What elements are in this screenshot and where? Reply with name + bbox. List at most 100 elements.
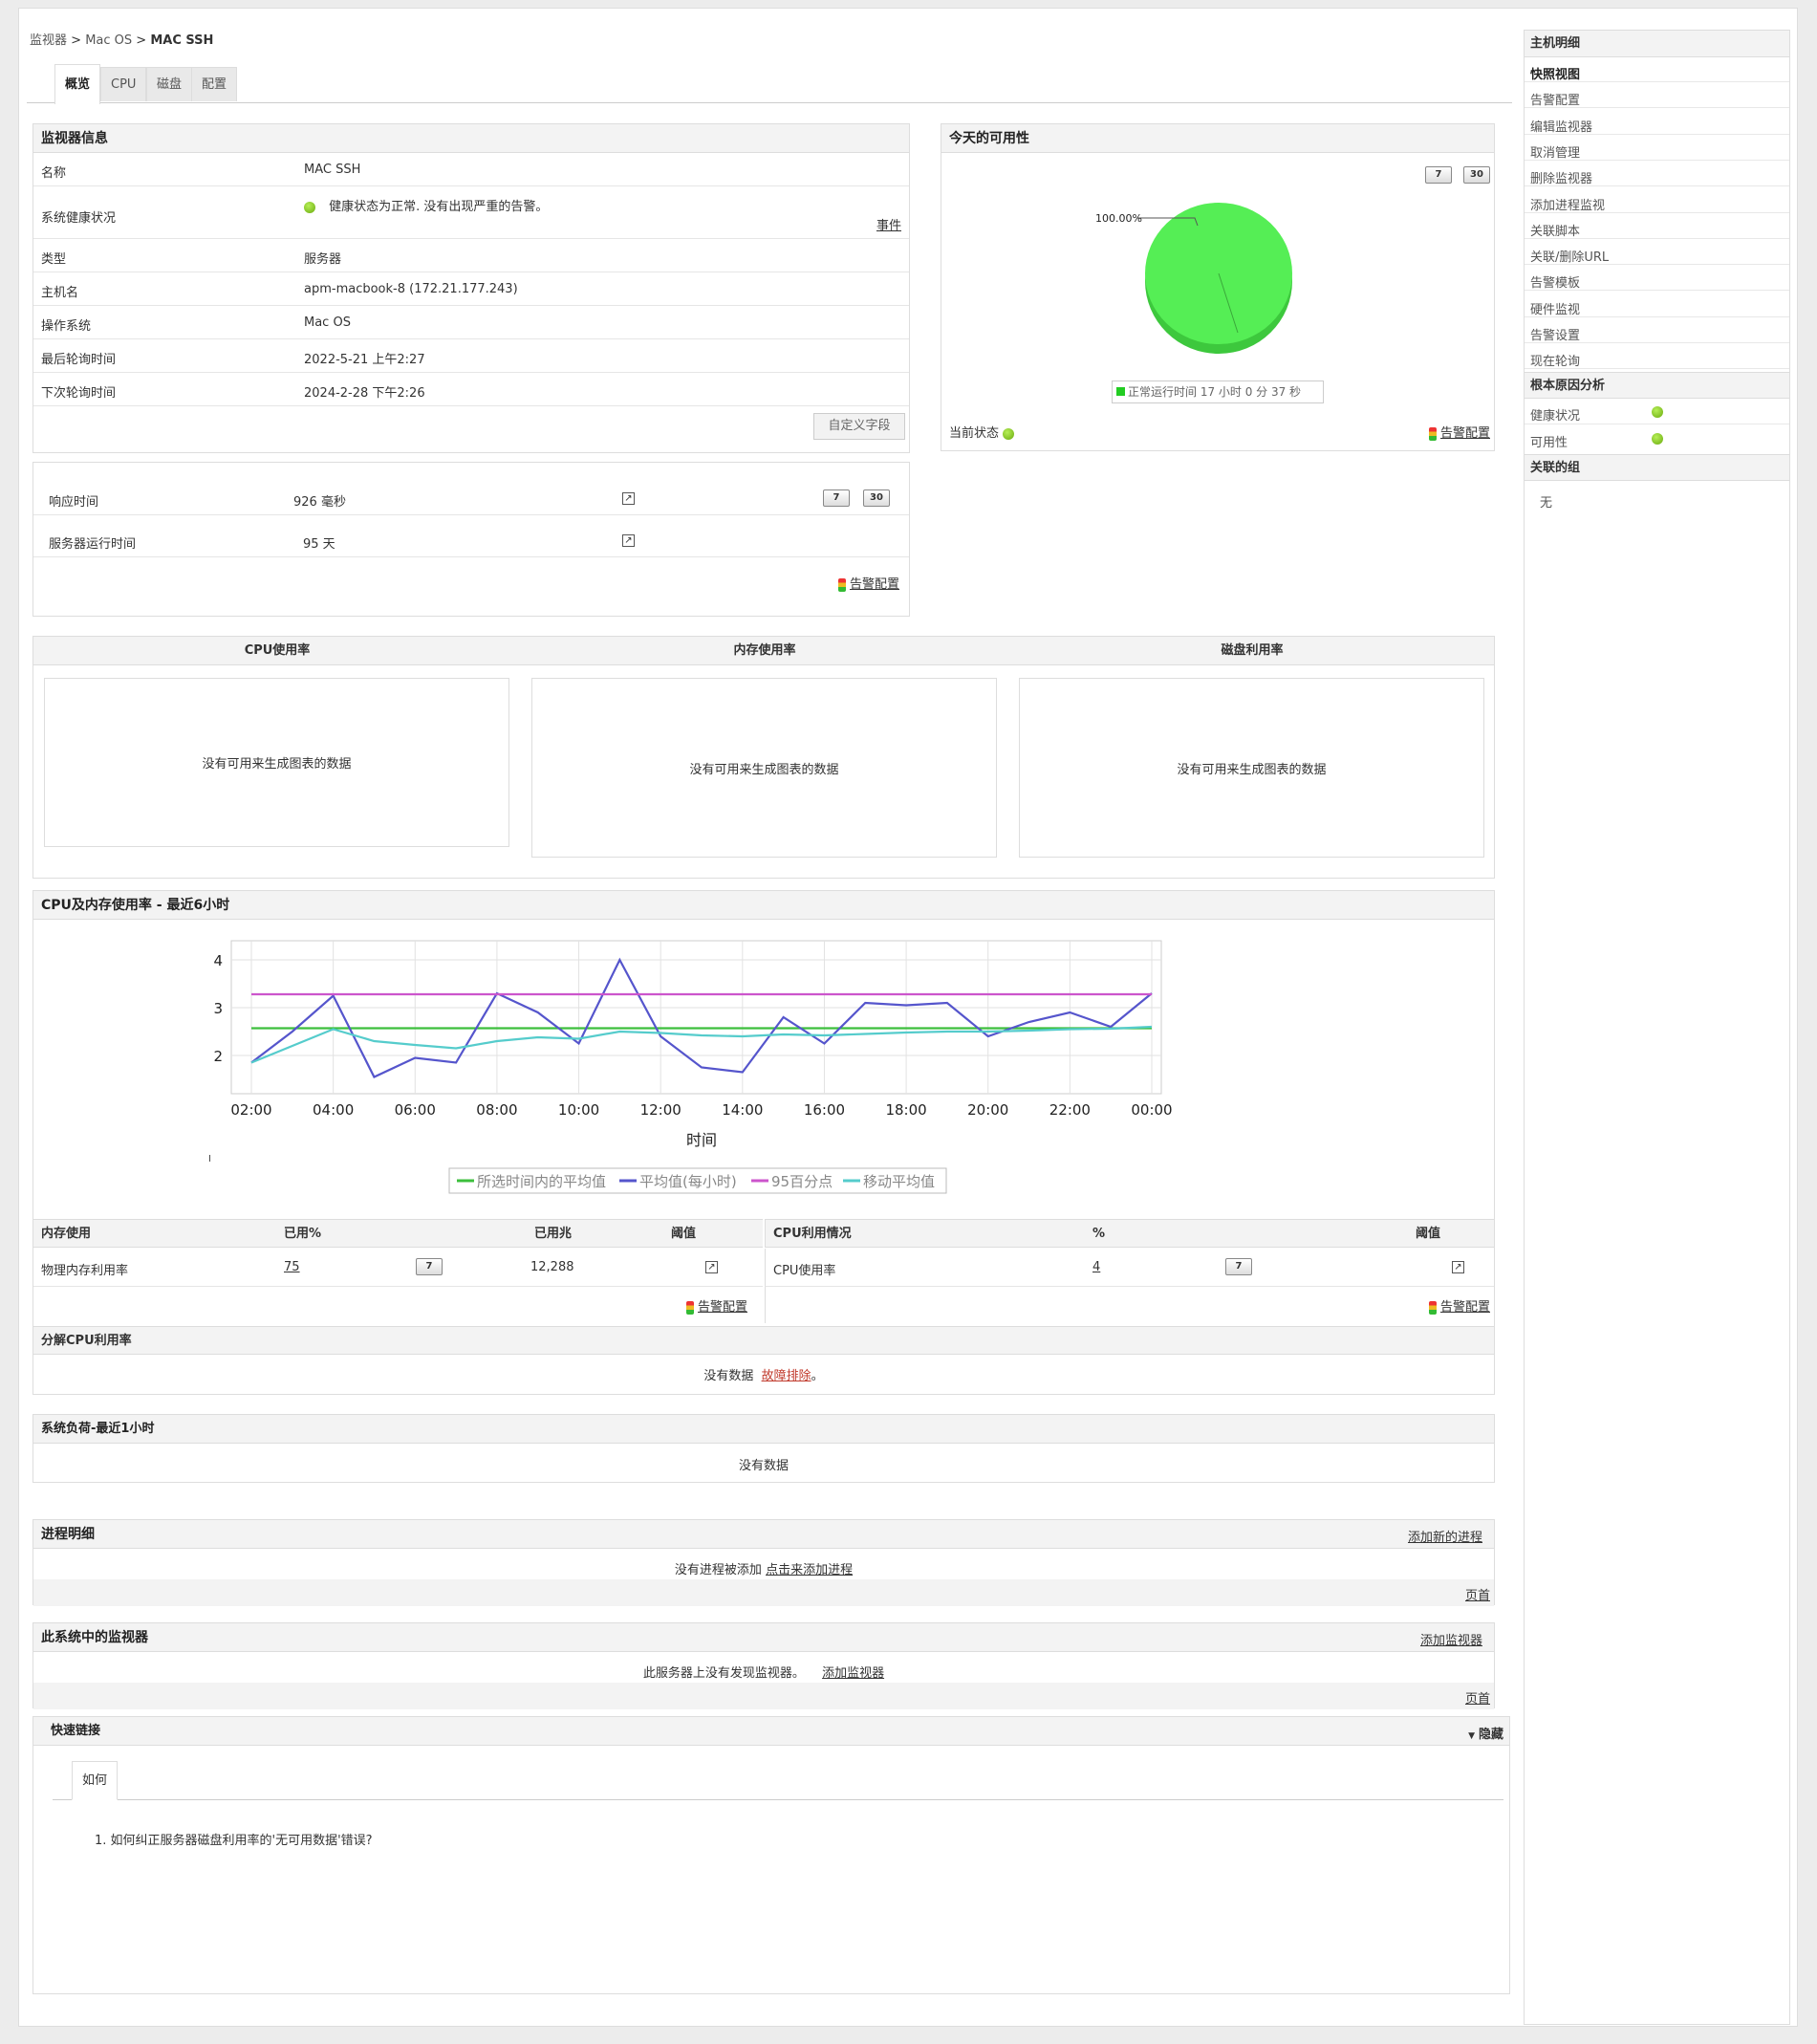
hide-toggle[interactable]: ▼ 隐藏 [1468, 1724, 1503, 1742]
sidebar-item-10[interactable]: 告警设置 [1530, 329, 1581, 343]
tab-howto[interactable]: 如何 [72, 1761, 119, 1800]
breadcrumb-current: MAC SSH [150, 33, 214, 48]
col-header: 内存使用 [41, 1227, 92, 1241]
sidebar: 主机明细 快照视图告警配置编辑监视器取消管理删除监视器添加进程监视 关联脚本关联/… [1524, 30, 1790, 2025]
monitors-panel: 此系统中的监视器 添加监视器 此服务器上没有发现监视器。 添加监视器 页首 [32, 1622, 1495, 1709]
sidebar-divider [1525, 290, 1789, 292]
custom-fields-button[interactable]: 自定义字段 [813, 413, 905, 440]
pie-seam [1218, 272, 1239, 334]
tab-disk[interactable]: 磁盘 [146, 67, 193, 101]
add-monitor-link[interactable]: 添加监视器 [1419, 1634, 1482, 1648]
memory-percent-link[interactable]: 75 [284, 1260, 300, 1274]
system-load-message: 没有数据 [738, 1459, 789, 1473]
memory-table-header: 内存使用 已用% 已用兆 阈值 [33, 1219, 763, 1248]
x-tick-label: 14:00 [722, 1101, 763, 1119]
sidebar-divider [1525, 133, 1789, 135]
alert-config-link[interactable]: 告警配置 [837, 574, 899, 592]
pie-percent-label: 100.00% [1095, 212, 1142, 225]
click-add-process-link[interactable]: 点击来添加进程 [766, 1563, 854, 1577]
7-day-report-button[interactable]: 7 [823, 489, 850, 507]
sidebar-divider [1525, 315, 1789, 317]
col-header: % [1092, 1227, 1106, 1241]
30-day-report-button[interactable]: 30 [1463, 166, 1490, 184]
sidebar-item-8[interactable]: 告警模板 [1530, 276, 1581, 292]
rca-item-health[interactable]: 健康状况 [1530, 409, 1581, 424]
x-tick-label: 18:00 [885, 1101, 926, 1119]
health-ok-icon [304, 201, 315, 213]
alert-config-link[interactable]: 告警配置 [1428, 1296, 1490, 1315]
cpu-memory-panel: CPU及内存使用率 - 最近6小时 02:00 04:00 06:00 08:00 10… [32, 890, 1495, 1395]
sidebar-item-11[interactable]: 现在轮询 [1530, 355, 1581, 370]
7-day-report-button[interactable]: 7 [1225, 1258, 1252, 1275]
add-process-link[interactable]: 添加新的进程 [1407, 1531, 1482, 1545]
traffic-light-icon [1428, 1300, 1437, 1315]
alert-config-link[interactable]: 告警配置 [1428, 423, 1490, 441]
rca-title: 根本原因分析 [1525, 372, 1789, 399]
health-ok-icon [1652, 406, 1663, 418]
sidebar-item-9[interactable]: 硬件监视 [1530, 302, 1581, 317]
monitors-empty-text: 此服务器上没有发现监视器。 [642, 1666, 805, 1681]
suffix: 。 [811, 1369, 824, 1383]
no-data-message: 没有可用来生成图表的数据 [1177, 763, 1327, 777]
tab-overview[interactable]: 概览 [54, 64, 101, 104]
col-header: 阈值 [1416, 1227, 1441, 1241]
info-key: 类型 [41, 252, 67, 267]
troubleshoot-link[interactable]: 故障排除 [761, 1369, 811, 1383]
alert-config-link[interactable]: 告警配置 [686, 1296, 747, 1315]
series [250, 957, 1153, 1078]
breadcrumb-macos[interactable]: Mac OS [85, 33, 133, 48]
col-header: 阈值 [671, 1227, 697, 1241]
7-day-report-button[interactable]: 7 [1425, 166, 1452, 184]
breadcrumb-monitors[interactable]: 监视器 [30, 33, 68, 48]
current-status-label: 当前状态 [949, 426, 1000, 441]
info-key: 名称 [41, 166, 67, 181]
tab-cpu[interactable]: CPU [100, 67, 147, 101]
sidebar-item-3[interactable]: 取消管理 [1530, 145, 1581, 161]
plot-area [230, 940, 1162, 1095]
no-data-message: 没有可用来生成图表的数据 [202, 757, 352, 772]
breadcrumb-sep: > [136, 33, 147, 48]
host-details-title: 主机明细 [1525, 31, 1789, 57]
disk-usage-chart-box: 没有可用来生成图表的数据 [1019, 678, 1484, 858]
alert-config-text[interactable]: 告警配置 [1439, 1300, 1490, 1315]
response-key: 响应时间 [49, 495, 99, 510]
memory-row-label: 物理内存利用率 [41, 1264, 129, 1278]
add-monitor-inline-link[interactable]: 添加监视器 [822, 1666, 885, 1681]
sidebar-item-1[interactable]: 告警配置 [1530, 94, 1581, 109]
30-day-report-button[interactable]: 30 [863, 489, 890, 507]
col-header: 已用兆 [534, 1227, 573, 1241]
uptime-key: 服务器运行时间 [49, 537, 137, 552]
sidebar-item-5[interactable]: 添加进程监视 [1530, 198, 1606, 213]
sidebar-item-2[interactable]: 编辑监视器 [1530, 120, 1593, 135]
howto-item[interactable]: 1. 如何纠正服务器磁盘利用率的'无可用数据'错误? [95, 1834, 373, 1848]
cpu-breakdown-message: 没有数据 故障排除。 [33, 1365, 1494, 1383]
sidebar-divider [1525, 237, 1789, 239]
tab-config[interactable]: 配置 [191, 67, 238, 101]
alert-config-text[interactable]: 告警配置 [849, 577, 899, 592]
events-link[interactable]: 事件 [876, 219, 901, 233]
pie-label-leader [1137, 217, 1199, 227]
threshold-edit-icon[interactable]: ↗ [1452, 1261, 1464, 1273]
sidebar-item-6[interactable]: 关联脚本 [1530, 224, 1581, 239]
threshold-edit-icon[interactable]: ↗ [705, 1261, 718, 1273]
cpu-breakdown-header: 分解CPU利用率 [33, 1326, 1494, 1355]
sidebar-divider [1525, 107, 1789, 109]
sidebar-item-7[interactable]: 关联/删除URL [1530, 250, 1610, 266]
memory-mb-value: 12,288 [530, 1260, 574, 1274]
7-day-report-button[interactable]: 7 [416, 1258, 443, 1275]
threshold-edit-icon[interactable]: ↗ [622, 534, 635, 547]
tab-label: 磁盘 [157, 77, 183, 92]
availability-title: 今天的可用性 [941, 124, 1494, 153]
info-row-type: 类型 服务器 [33, 239, 909, 272]
sidebar-item-4[interactable]: 删除监视器 [1530, 172, 1593, 187]
threshold-edit-icon[interactable]: ↗ [622, 492, 635, 505]
rca-item-availability[interactable]: 可用性 [1530, 436, 1568, 450]
info-value: MAC SSH [304, 163, 361, 177]
alert-config-text[interactable]: 告警配置 [698, 1300, 748, 1315]
top-of-page-link[interactable]: 页首 [1464, 1692, 1490, 1707]
memory-usage-chart-box: 没有可用来生成图表的数据 [531, 678, 997, 858]
sidebar-item-0[interactable]: 快照视图 [1530, 68, 1581, 82]
cpu-percent-link[interactable]: 4 [1092, 1260, 1101, 1274]
top-of-page-link[interactable]: 页首 [1464, 1589, 1490, 1603]
alert-config-text[interactable]: 告警配置 [1439, 426, 1490, 441]
